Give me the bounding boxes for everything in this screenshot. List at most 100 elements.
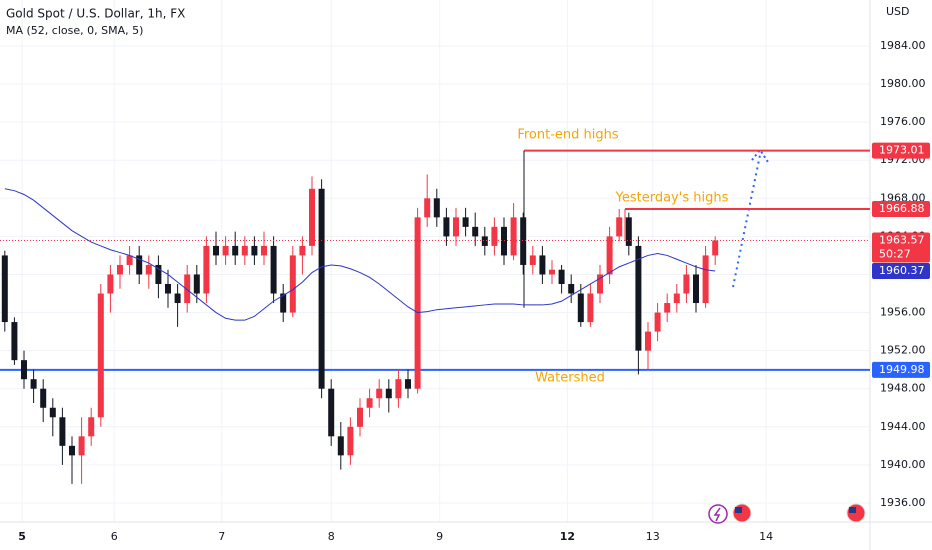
candle-body xyxy=(117,264,123,275)
level-label: Yesterday's highs xyxy=(615,191,729,206)
candle-body xyxy=(520,217,527,265)
candle-body xyxy=(673,293,680,304)
candle-body xyxy=(337,436,344,456)
candle-body xyxy=(664,303,671,313)
candle-body xyxy=(558,269,565,284)
countdown: 50:27 xyxy=(879,247,911,260)
candle-body xyxy=(568,283,575,294)
candle-body xyxy=(376,388,383,399)
candle-body xyxy=(280,293,287,313)
candle-body xyxy=(501,226,507,256)
candle-body xyxy=(1,255,8,323)
candle-body xyxy=(203,245,210,294)
level-label: Front-end highs xyxy=(517,128,619,143)
candle-body xyxy=(405,379,411,389)
candle-body xyxy=(241,245,248,256)
price-box-label: 1966.88 xyxy=(879,202,925,215)
candle-body xyxy=(587,293,594,323)
candle-body xyxy=(88,417,95,437)
price-box xyxy=(872,142,930,159)
candle-body xyxy=(193,274,200,294)
candle-body xyxy=(385,388,392,399)
price-box xyxy=(872,232,930,263)
x-tick-label: 9 xyxy=(436,530,443,543)
candle-body xyxy=(366,398,373,408)
candle-body xyxy=(712,240,719,256)
y-tick-label: 1952.00 xyxy=(880,344,926,357)
currency: USD xyxy=(886,5,910,18)
candle-body xyxy=(165,283,171,294)
candle-body xyxy=(645,331,651,351)
candle-body xyxy=(357,407,363,427)
price-box-label: 1960.37 xyxy=(879,264,925,277)
y-tick-label: 1984.00 xyxy=(880,39,926,52)
price-box-label: 1973.01 xyxy=(879,144,925,157)
y-tick-label: 1956.00 xyxy=(880,306,926,319)
candle-body xyxy=(539,255,546,275)
candle-body xyxy=(126,255,133,265)
candle-body xyxy=(481,236,488,246)
candle-body xyxy=(433,198,440,218)
event-icons xyxy=(708,503,866,524)
indicator-label: MA (52, close, 0, SMA, 5) xyxy=(6,24,143,37)
candle-body xyxy=(251,245,258,256)
candle-body xyxy=(261,245,267,256)
candle-body xyxy=(549,269,555,275)
x-tick-label: 8 xyxy=(328,530,335,543)
candle-body xyxy=(213,245,219,256)
candle-body xyxy=(49,407,56,418)
candle-body xyxy=(59,417,66,446)
candle-body xyxy=(616,217,623,237)
candle-body xyxy=(155,264,162,284)
level-label: Watershed xyxy=(535,371,605,386)
y-tick-label: 1976.00 xyxy=(880,115,926,128)
chart-title: Gold Spot / U.S. Dollar, 1h, FX xyxy=(6,7,185,21)
candle-body xyxy=(654,312,661,332)
candle-body xyxy=(453,217,459,237)
grid xyxy=(0,0,870,522)
candle-body xyxy=(21,360,27,380)
candle-body xyxy=(472,226,479,237)
candle-body xyxy=(222,245,229,256)
candle-body xyxy=(443,217,450,237)
y-tick-label: 1948.00 xyxy=(880,382,926,395)
candle-body xyxy=(683,274,690,294)
candle-body xyxy=(184,274,191,304)
candle-body xyxy=(40,388,47,408)
price-box xyxy=(872,361,930,378)
x-tick-label: 5 xyxy=(18,530,26,543)
candle-body xyxy=(69,445,75,456)
candle-body xyxy=(136,255,143,275)
candle-body xyxy=(270,245,277,294)
y-tick-label: 1936.00 xyxy=(880,496,926,509)
candle-body xyxy=(529,255,536,265)
candle-body xyxy=(30,379,37,389)
candle-body xyxy=(462,217,469,227)
x-tick-label: 7 xyxy=(218,530,225,543)
candle-body xyxy=(289,255,296,313)
y-tick-label: 1980.00 xyxy=(880,77,926,90)
price-box-label: 1963.57 xyxy=(879,233,925,246)
candle-body xyxy=(577,293,584,323)
candle-body xyxy=(107,274,114,294)
candle-body xyxy=(635,245,642,351)
x-tick-label: 6 xyxy=(111,530,118,543)
candle-body xyxy=(606,236,613,275)
candle-body xyxy=(299,245,306,256)
candle-body xyxy=(11,322,18,361)
projection-arrow xyxy=(732,148,769,288)
candle-body xyxy=(625,217,632,246)
x-tick-label: 13 xyxy=(646,530,660,543)
candle-body xyxy=(328,388,335,437)
candle-body xyxy=(174,293,181,304)
candle-body xyxy=(597,274,603,294)
candle-body xyxy=(414,217,421,389)
ma-line xyxy=(4,188,716,321)
candle-body xyxy=(232,245,239,256)
candle-body xyxy=(347,426,354,456)
y-tick-label: 1940.00 xyxy=(880,458,926,471)
candle-body xyxy=(97,293,104,418)
price-box xyxy=(872,200,930,217)
